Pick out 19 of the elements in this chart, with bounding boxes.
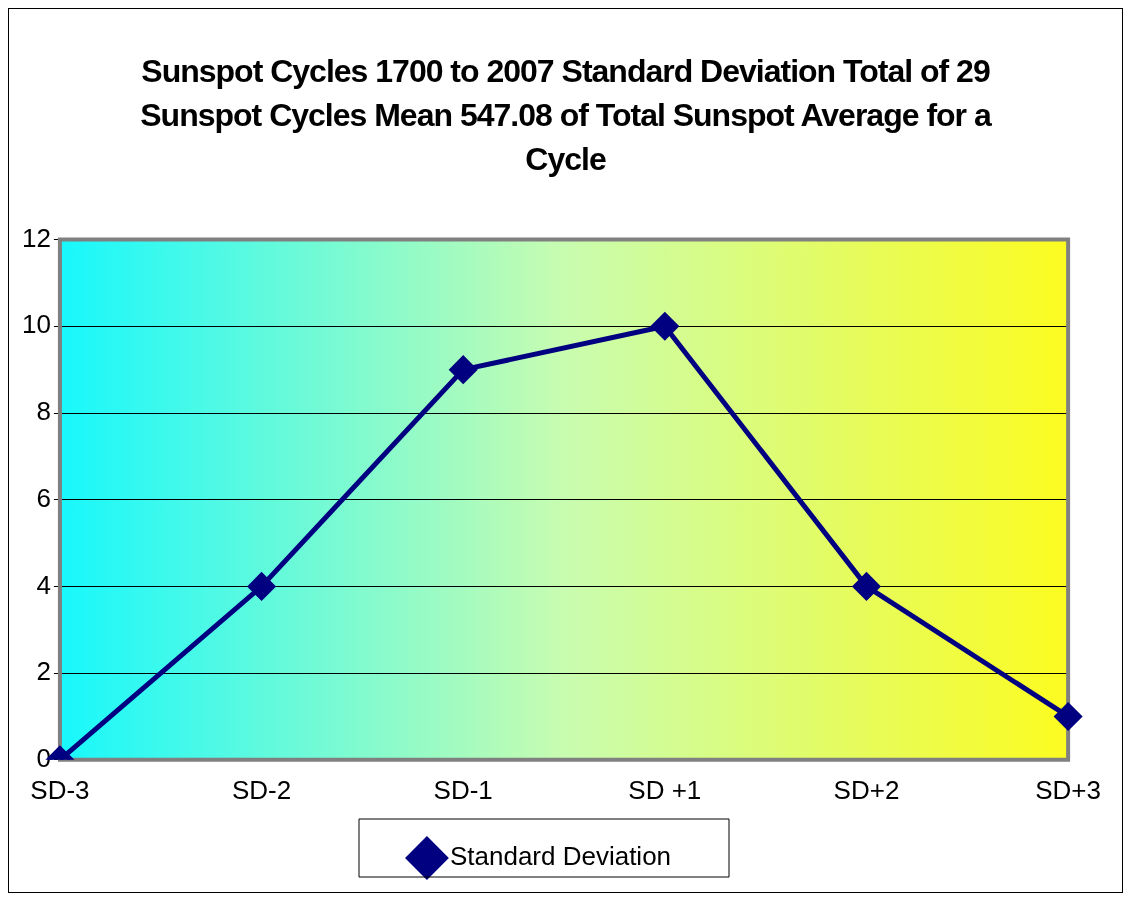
x-tick-label: SD-1 [433, 774, 493, 805]
y-tick-label: 6 [36, 482, 51, 513]
y-tick-label: 10 [22, 309, 51, 340]
y-tick-label: 12 [22, 222, 51, 253]
x-tick-label: SD-2 [231, 774, 292, 805]
point [449, 356, 477, 384]
y-tick-label: 8 [36, 396, 51, 427]
y-tick-label: 2 [36, 656, 51, 687]
x-tick-label: SD +1 [628, 774, 702, 805]
x-tick-label: SD+3 [1035, 774, 1101, 805]
x-tick-label: SD-3 [30, 774, 90, 805]
legend-label: Standard Deviation [449, 841, 672, 872]
point [852, 572, 880, 600]
point [248, 572, 276, 600]
y-tick-label: 4 [36, 569, 51, 600]
point [1054, 702, 1082, 730]
x-tick-label: SD+2 [833, 774, 900, 805]
point [651, 312, 679, 340]
chart-title: Sunspot Cycles 1700 to 2007 Standard Deviation Total of 29 Sunspot Cycles Mean 547.08 of Total Sunspot Average for a Cycle [139, 52, 993, 179]
